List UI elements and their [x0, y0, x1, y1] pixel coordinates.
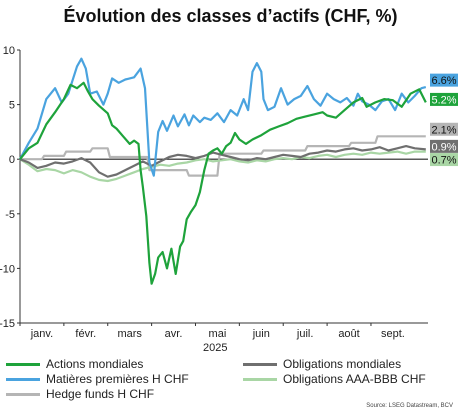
legend-item-obligations-aaa-bbb: Obligations AAA-BBB CHF [243, 372, 426, 386]
series-line-2 [20, 135, 426, 177]
y-tick-label: 10 [3, 45, 15, 57]
series-line-3 [19, 145, 426, 178]
end-label-box-4 [430, 153, 458, 167]
end-label-4: 0.7% [431, 155, 456, 167]
y-tick-label: 5 [9, 100, 15, 112]
x-tick-label: mars [117, 328, 142, 340]
legend-label: Actions mondiales [46, 357, 144, 371]
end-label-box-3 [430, 139, 458, 153]
y-tick-label: -5 [5, 209, 15, 221]
x-tick-label: janv. [30, 328, 53, 340]
series-line-0 [19, 81, 427, 285]
y-tick-label: 0 [9, 154, 15, 166]
end-label-box-2 [430, 122, 458, 136]
end-label-3: 0.9% [431, 141, 456, 153]
legend-swatch [6, 378, 40, 382]
series-line-4 [19, 150, 426, 183]
y-tick-label: -10 [0, 263, 15, 275]
legend-item-obligations-mondiales: Obligations mondiales [243, 357, 401, 371]
legend-item-actions-mondiales: Actions mondiales [6, 357, 143, 371]
source-note: Source: LSEG Datastream, BCV [366, 403, 453, 409]
legend-swatch [6, 393, 40, 397]
end-label-1: 6.6% [431, 75, 456, 87]
x-tick-label: sept. [381, 328, 405, 340]
end-label-0: 5.2% [431, 94, 456, 106]
end-label-box-0 [430, 92, 458, 106]
x-tick-label: mai [209, 328, 227, 340]
legend-label: Obligations AAA-BBB CHF [283, 372, 426, 386]
legend-label: Hedge funds H CHF [46, 387, 155, 401]
x-year-label: 2025 [203, 342, 227, 354]
legend-item-hedge-funds: Hedge funds H CHF [6, 387, 154, 401]
legend-label: Matières premières H CHF [46, 372, 189, 386]
x-tick-label: juil. [296, 328, 314, 340]
legend-swatch [243, 363, 277, 367]
x-tick-label: juin [252, 328, 270, 340]
end-label-box-1 [430, 73, 458, 87]
legend-label: Obligations mondiales [283, 357, 402, 371]
x-tick-label: août [338, 328, 359, 340]
x-tick-label: févr. [75, 328, 96, 340]
x-tick-label: avr. [165, 328, 183, 340]
legend-swatch [243, 378, 277, 382]
series-line-1 [19, 57, 427, 177]
end-label-2: 2.1% [431, 124, 456, 136]
legend-item-matieres-premieres: Matières premières H CHF [6, 372, 189, 386]
legend-swatch [6, 363, 40, 367]
y-tick-label: -15 [0, 318, 15, 330]
chart-title: Évolution des classes d’actifs (CHF, %) [63, 6, 398, 26]
